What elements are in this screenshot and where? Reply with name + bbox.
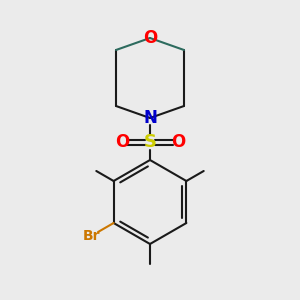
Text: O: O	[171, 133, 185, 151]
Text: O: O	[143, 29, 157, 47]
Text: O: O	[115, 133, 129, 151]
Text: S: S	[143, 133, 157, 151]
Text: Br: Br	[82, 229, 100, 243]
Text: N: N	[143, 109, 157, 127]
